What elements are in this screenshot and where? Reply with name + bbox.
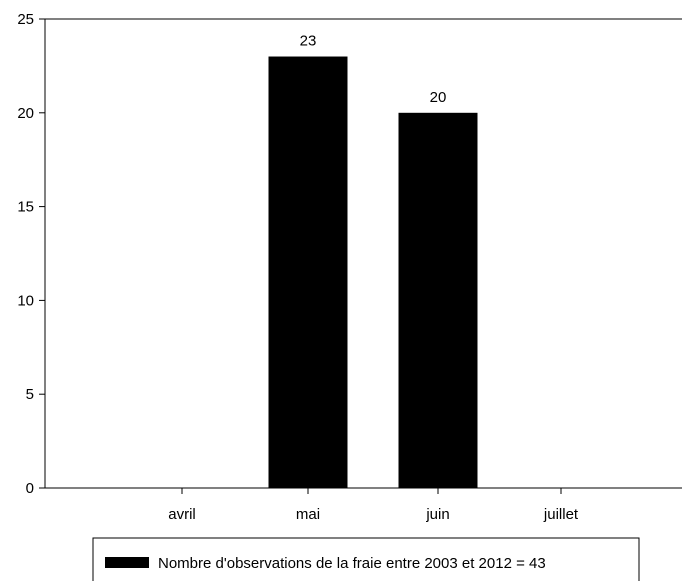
data-label-juin: 20 xyxy=(430,89,447,106)
bar-mai xyxy=(268,56,348,489)
y-tick-label: 25 xyxy=(17,11,34,28)
x-tick-label: juin xyxy=(425,506,449,523)
y-axis-ticks: 0 5 10 15 20 25 xyxy=(17,11,45,497)
bar-juin xyxy=(398,112,478,489)
plot-area xyxy=(44,18,682,489)
x-tick-label: avril xyxy=(168,506,196,523)
legend-swatch xyxy=(105,557,149,568)
legend-label: Nombre d'observations de la fraie entre … xyxy=(158,555,546,572)
x-tick-label: juillet xyxy=(543,506,579,523)
data-label-mai: 23 xyxy=(300,33,317,50)
data-labels: 23 20 xyxy=(300,33,447,106)
x-tick-label: mai xyxy=(296,506,320,523)
y-tick-label: 5 xyxy=(26,386,34,403)
y-tick-label: 20 xyxy=(17,105,34,122)
x-axis-ticks: avril mai juin juillet xyxy=(168,488,579,523)
y-tick-label: 10 xyxy=(17,292,34,309)
y-tick-label: 0 xyxy=(26,480,34,497)
legend: Nombre d'observations de la fraie entre … xyxy=(92,537,640,581)
y-tick-label: 15 xyxy=(17,199,34,216)
legend-box xyxy=(92,537,640,581)
bars xyxy=(268,56,478,489)
